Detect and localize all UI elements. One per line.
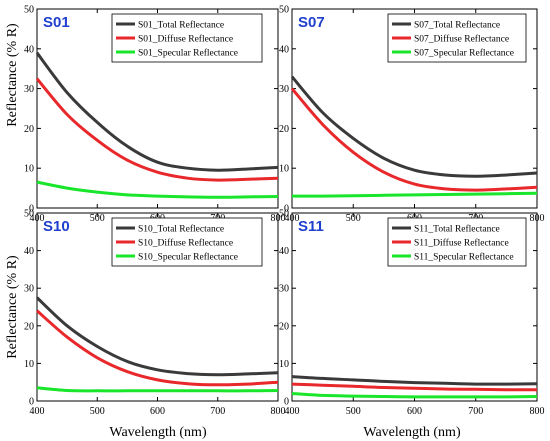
- series-line-total: [35, 296, 279, 377]
- legend-label: S11_Total Reflectance: [414, 224, 500, 235]
- panel-s01: 40050060070080001020304050S01S01_Total R…: [24, 5, 286, 225]
- x-tick-label: 700: [468, 406, 483, 417]
- legend-label: S07_Total Reflectance: [414, 20, 500, 31]
- legend-label: S07_Specular Reflectance: [414, 48, 514, 59]
- x-tick-label: 600: [407, 406, 422, 417]
- y-tick-label: 0: [29, 397, 34, 408]
- y-tick-label: 20: [279, 124, 289, 135]
- x-tick-label: 600: [150, 406, 165, 417]
- legend-label: S10_Diffuse Reflectance: [138, 238, 233, 249]
- x-tick-label: 800: [271, 406, 286, 417]
- series-line-total: [290, 75, 538, 178]
- x-tick-label: 800: [530, 406, 545, 417]
- y-tick-label: 30: [279, 84, 289, 95]
- x-tick-label: 500: [90, 406, 105, 417]
- y-tick-label: 10: [24, 359, 34, 370]
- x-axis-label-left: Wavelength (nm): [109, 425, 207, 440]
- y-tick-label: 10: [24, 164, 34, 175]
- y-tick-label: 10: [279, 164, 289, 175]
- series-line-total: [35, 51, 279, 172]
- legend-label: S10_Total Reflectance: [138, 224, 224, 235]
- panel-s07: 40050060070080001020304050S07S07_Total R…: [279, 5, 545, 225]
- series-line-diffuse: [35, 77, 279, 182]
- series-line-total: [291, 375, 538, 386]
- panel-title: S07: [298, 14, 325, 31]
- y-tick-label: 0: [284, 204, 289, 215]
- series-line-specular: [291, 392, 538, 399]
- y-tick-label: 0: [284, 397, 289, 408]
- legend-label: S07_Diffuse Reflectance: [414, 34, 509, 45]
- legend-label: S01_Diffuse Reflectance: [138, 34, 233, 45]
- series-line-diffuse: [291, 382, 538, 392]
- y-tick-label: 50: [24, 209, 34, 220]
- x-tick-label: 500: [346, 213, 361, 224]
- legend-label: S11_Diffuse Reflectance: [414, 238, 509, 249]
- y-tick-label: 40: [24, 246, 34, 257]
- y-tick-label: 0: [29, 204, 34, 215]
- x-tick-label: 400: [285, 406, 300, 417]
- panel-s11: 400 500 600 700 800 0 10 20 30 40 50 S11 S11_Total R…: [279, 209, 545, 418]
- x-tick-label: 500: [90, 213, 105, 224]
- legend-box: [111, 13, 263, 63]
- panels-group: 40050060070080001020304050S01S01_Total R…: [24, 5, 545, 418]
- series-line-specular: [36, 386, 279, 393]
- panel-title: S10: [43, 218, 70, 235]
- y-tick-label: 20: [279, 321, 289, 332]
- legend-box: [111, 217, 263, 267]
- panel-title: S01: [43, 14, 70, 31]
- y-axis-label-bottom: Reflectance (% R): [5, 255, 20, 359]
- series-line-specular: [36, 180, 279, 199]
- series-line-diffuse: [290, 87, 538, 192]
- y-tick-label: 10: [279, 359, 289, 370]
- y-tick-label: 30: [24, 284, 34, 295]
- x-tick-label: 500: [346, 406, 361, 417]
- y-tick-label: 40: [24, 44, 34, 55]
- legend-label: S10_Specular Reflectance: [138, 252, 238, 263]
- x-tick-label: 400: [30, 406, 45, 417]
- legend-label: S01_Specular Reflectance: [138, 48, 238, 59]
- y-tick-label: 50: [279, 5, 289, 16]
- y-tick-label: 40: [279, 44, 289, 55]
- legend-label: S01_Total Reflectance: [138, 20, 224, 31]
- series-line-diffuse: [36, 309, 279, 387]
- x-tick-label: 700: [210, 406, 225, 417]
- y-tick-label: 50: [24, 5, 34, 16]
- panel-title: S11: [298, 218, 324, 235]
- y-tick-label: 20: [24, 321, 34, 332]
- y-tick-label: 40: [279, 246, 289, 257]
- x-axis-label-right: Wavelength (nm): [363, 425, 461, 440]
- legend-label: S11_Specular Reflectance: [414, 252, 514, 263]
- y-tick-label: 20: [24, 124, 34, 135]
- y-tick-label: 30: [279, 284, 289, 295]
- series-line-specular: [292, 191, 538, 198]
- y-axis-label-top: Reflectance (% R): [5, 23, 20, 127]
- y-tick-label: 50: [279, 209, 289, 220]
- y-tick-label: 30: [24, 84, 34, 95]
